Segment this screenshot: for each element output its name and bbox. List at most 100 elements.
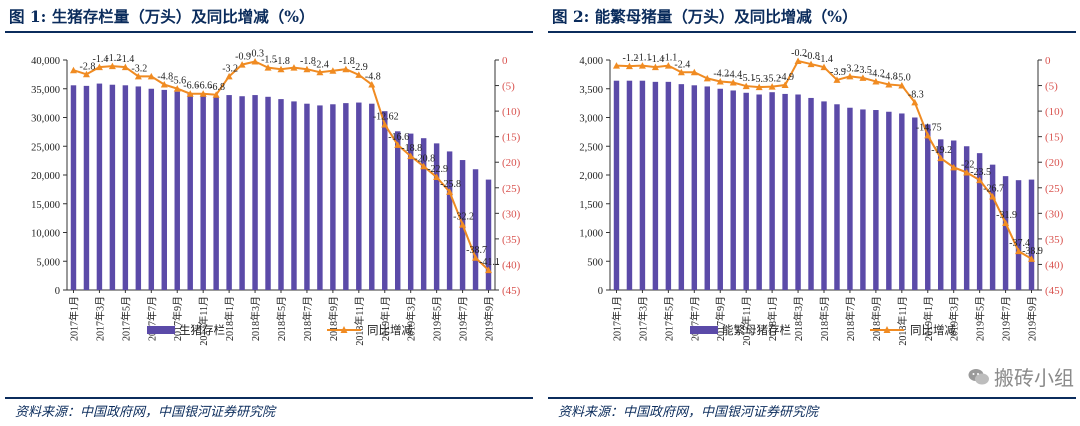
data-label: -32.2: [453, 212, 474, 223]
line-marker: [872, 77, 880, 85]
data-label: -4.9: [778, 72, 794, 83]
data-label: -16.6: [388, 132, 409, 143]
data-label: -4.4: [726, 69, 742, 80]
data-label: -4.2: [713, 68, 729, 79]
bar: [187, 93, 193, 290]
x-tick-label: 2017年7月: [145, 296, 158, 341]
line-marker: [420, 162, 428, 170]
line-marker: [212, 91, 220, 98]
watermark: 搬砖小组: [968, 362, 1074, 391]
chart-svg: 0 500 1,000 1,500 2,000 2,500 3,000 3,500 4,000 0…: [579, 48, 1064, 346]
data-label: -22.9: [427, 164, 448, 175]
y-left-tick-label: 30,000: [31, 114, 60, 125]
y-left-tick-label: 4,000: [579, 56, 603, 67]
bar: [265, 96, 271, 290]
bar: [639, 80, 646, 290]
figure-title: 图 1: 生猪存栏量（万头）及同比增减（%）: [9, 7, 315, 26]
line-marker: [303, 65, 311, 73]
chart-panel-1: 图 1: 生猪存栏量（万头）及同比增减（%） 0 5,000 10,000 15,00…: [5, 0, 535, 426]
bar: [395, 131, 401, 290]
line-marker: [381, 121, 389, 128]
y-left-tick-label: 1,500: [579, 200, 603, 211]
data-label: -0.8: [804, 51, 820, 62]
data-label: -0.3: [248, 49, 264, 60]
data-label: -31.9: [996, 210, 1017, 221]
line-marker: [1028, 255, 1036, 262]
line-marker: [937, 154, 945, 162]
bar: [950, 140, 957, 290]
bar: [860, 109, 866, 290]
x-tick-label: 2018年3月: [792, 296, 805, 341]
x-tick-label: 2017年3月: [93, 296, 106, 341]
line-marker: [134, 72, 142, 80]
data-label: -38.9: [1022, 246, 1043, 257]
x-tick-label: 2017年11月: [740, 296, 753, 346]
data-label: -2.8: [80, 61, 96, 72]
legend-bar-swatch: [690, 326, 718, 334]
y-right-tick-label: (35): [502, 234, 521, 246]
data-label: -6.6: [183, 81, 199, 92]
bar: [678, 84, 685, 291]
data-label: -1.8: [274, 56, 290, 67]
y-right-tick-label: (45): [502, 285, 521, 297]
data-label: -3.2: [843, 63, 859, 74]
line-marker: [950, 163, 958, 171]
line-marker: [846, 72, 854, 80]
legend-line-label: 同比增减: [367, 323, 413, 337]
bar: [278, 99, 284, 290]
bar: [213, 97, 219, 290]
data-label: -26.7: [983, 183, 1004, 194]
line-marker: [407, 152, 415, 160]
y-right-tick-label: (20): [1045, 157, 1064, 169]
data-label: -6.6: [196, 81, 212, 92]
data-label: -41.1: [479, 257, 500, 268]
bar: [239, 96, 245, 290]
y-right-tick-label: (25): [502, 183, 521, 195]
x-tick-label: 2019年5月: [431, 296, 444, 341]
source-note: 资料来源：中国政府网，中国银河证券研究院: [15, 405, 276, 420]
line-marker: [316, 68, 324, 76]
data-label: -1.4: [648, 54, 664, 65]
data-label: -2.4: [313, 59, 329, 70]
bar: [343, 103, 349, 290]
source-note: 资料来源：中国政府网，中国银河证券研究院: [558, 405, 819, 420]
x-tick-label: 2017年1月: [67, 296, 80, 341]
y-right-tick-label: (40): [1045, 259, 1064, 271]
bar: [782, 93, 788, 290]
line-marker: [290, 64, 298, 71]
bar: [652, 81, 659, 290]
line-marker: [781, 81, 789, 89]
line-marker: [69, 66, 77, 74]
line-marker: [625, 62, 633, 70]
x-tick-label: 2019年1月: [379, 296, 392, 341]
line-marker: [342, 65, 350, 73]
x-tick-label: 2019年5月: [974, 296, 987, 341]
data-label: -1.4: [118, 54, 134, 65]
line-marker: [433, 173, 441, 181]
data-label: -1.1: [636, 53, 652, 64]
line-marker: [729, 78, 737, 86]
bar: [472, 169, 479, 290]
data-label: -3.2: [222, 63, 238, 74]
source-rule: [5, 397, 533, 399]
line-marker: [651, 63, 659, 71]
x-tick-label: 2017年3月: [636, 296, 649, 341]
data-label: -0.2: [791, 48, 807, 59]
bar: [83, 85, 90, 290]
bar: [665, 81, 672, 290]
bar: [135, 86, 142, 290]
line-marker: [251, 58, 259, 65]
line-marker: [1015, 247, 1023, 255]
bar: [420, 138, 427, 290]
y-right-tick-label: (20): [502, 157, 521, 169]
line-marker: [690, 68, 698, 76]
line-marker: [963, 168, 971, 176]
y-left-tick-label: 0: [55, 286, 60, 297]
y-left-tick-label: 500: [587, 257, 603, 268]
bar: [912, 117, 918, 290]
line-marker: [446, 188, 454, 195]
y-left-tick-label: 2,500: [579, 142, 603, 153]
bar: [976, 153, 983, 290]
data-label: -6.8: [209, 82, 225, 93]
data-label: -4.8: [882, 72, 898, 83]
